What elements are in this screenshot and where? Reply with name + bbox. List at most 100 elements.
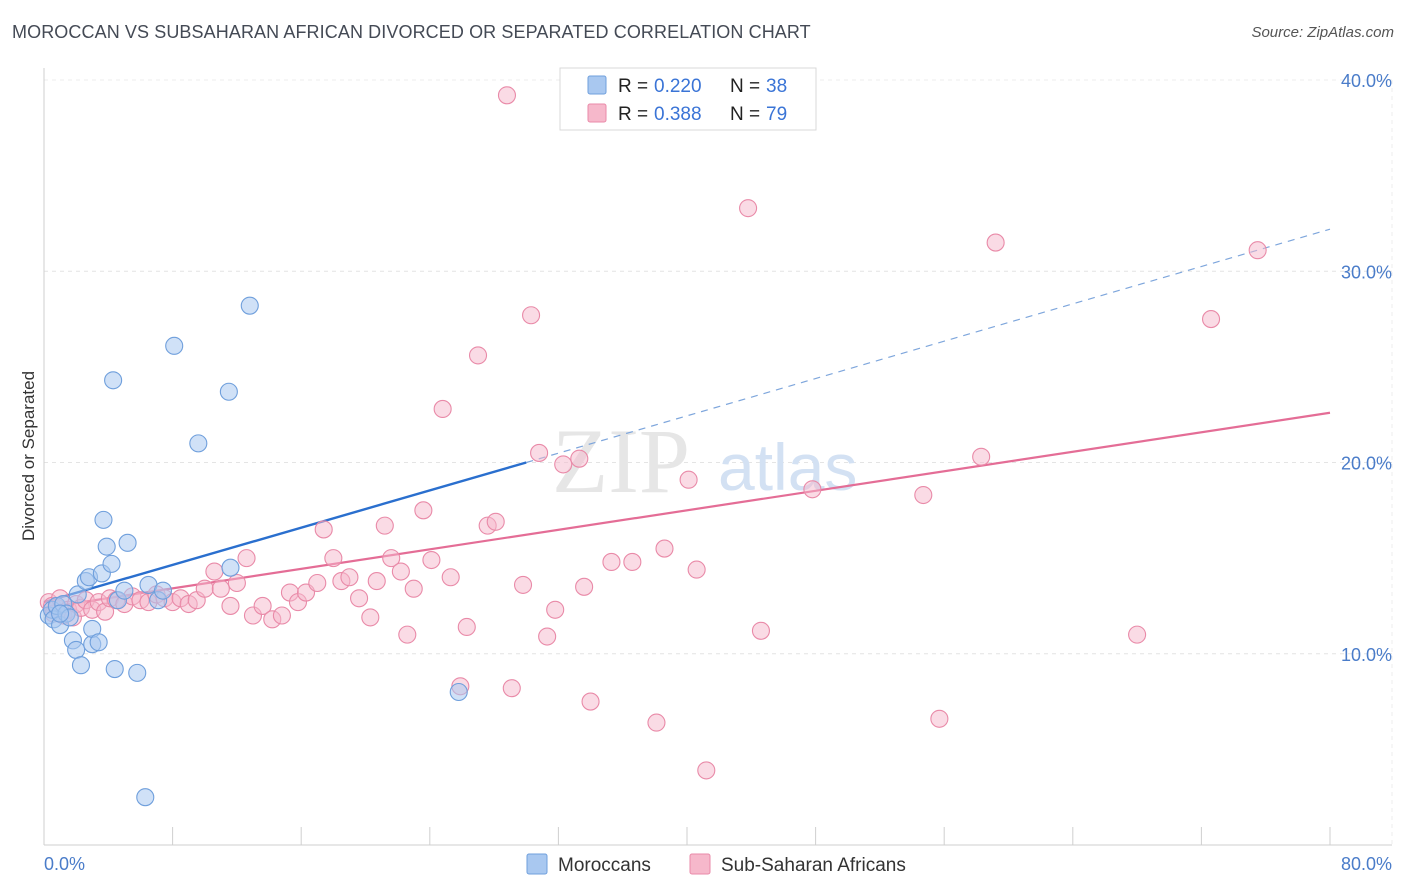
point-subsaharan-46 [367,572,386,591]
point-subsaharan-78 [697,761,716,780]
point-subsaharan-57 [457,617,476,637]
legend-n-value-moroccans: 38 [766,76,787,97]
point-subsaharan-26 [195,579,214,598]
point-subsaharan-84 [972,447,991,466]
point-subsaharan-69 [570,449,589,468]
point-moroccans-24 [115,581,134,600]
point-subsaharan-29 [221,596,240,615]
point-subsaharan-45 [361,608,380,627]
point-moroccans-27 [136,788,155,807]
point-subsaharan-58 [468,346,488,365]
legend-swatch-moroccans [587,75,607,95]
point-subsaharan-73 [623,552,642,572]
point-subsaharan-72 [602,552,621,572]
legend-r-label-moroccans: R = [618,76,648,97]
legend-r-label-subsaharan: R = [618,104,648,125]
point-moroccans-18 [94,510,113,529]
x-tick-labels: 0.0% 80.0% [44,854,1392,874]
point-subsaharan-41 [324,549,343,568]
series-legend-label-subsaharan: Sub-Saharan Africans [721,855,906,876]
point-subsaharan-50 [398,625,417,644]
point-subsaharan-77 [687,560,706,579]
point-subsaharan-40 [314,520,333,539]
point-subsaharan-28 [211,579,230,598]
point-subsaharan-48 [382,549,401,568]
point-subsaharan-80 [751,621,770,640]
point-subsaharan-88 [1248,241,1267,260]
legend-n-label-subsaharan: N = [730,104,760,125]
point-subsaharan-71 [581,692,600,711]
point-moroccans-9 [67,640,86,659]
stats-legend: R = 0.220 N = 38 R = 0.388 N = 79 [559,67,817,131]
point-moroccans-30 [153,581,173,600]
point-subsaharan-35 [272,606,291,625]
point-moroccans-10 [68,585,87,604]
point-subsaharan-47 [375,516,394,535]
point-subsaharan-54 [433,399,452,419]
point-moroccans-31 [165,336,184,355]
point-subsaharan-49 [391,562,410,581]
moroccan-points [39,296,468,807]
point-subsaharan-65 [530,443,549,462]
legend-r-value-moroccans: 0.220 [654,76,702,97]
point-subsaharan-75 [655,539,674,558]
point-moroccans-20 [102,554,121,573]
point-subsaharan-68 [554,455,573,474]
legend-n-label-moroccans: N = [730,76,760,97]
y-axis-label: Divorced or Separated [19,371,38,541]
y-tick-label-3: 40.0% [1341,71,1392,91]
point-subsaharan-82 [914,485,933,505]
series-legend-label-moroccans: Moroccans [558,855,651,876]
y-tick-label-1: 20.0% [1341,454,1392,474]
point-moroccans-19 [97,537,116,556]
point-subsaharan-55 [441,568,460,587]
point-subsaharan-33 [253,596,272,615]
trend-lines [43,228,1331,609]
point-subsaharan-31 [237,549,256,568]
point-subsaharan-44 [350,589,369,608]
trend-line-moroccans-extension [526,228,1331,464]
point-moroccans-37 [51,604,70,623]
point-moroccans-32 [189,434,208,453]
point-subsaharan-52 [414,501,433,520]
point-subsaharan-27 [205,562,224,581]
point-subsaharan-43 [340,568,359,587]
point-moroccans-36 [449,682,468,702]
point-subsaharan-85 [986,233,1005,252]
point-subsaharan-83 [930,709,949,728]
trend-line-subsaharan [43,411,1331,609]
trend-line-moroccans [43,461,527,604]
chart-title: MOROCCAN VS SUBSAHARAN AFRICAN DIVORCED … [12,22,811,42]
series-legend-swatch-subsaharan [689,853,711,875]
point-subsaharan-51 [404,579,423,598]
point-subsaharan-86 [1128,625,1147,644]
point-moroccans-16 [89,633,108,652]
point-subsaharan-70 [575,577,594,596]
point-moroccans-21 [104,371,123,390]
point-subsaharan-62 [502,679,521,698]
point-subsaharan-64 [522,306,541,325]
point-moroccans-11 [71,656,91,675]
point-subsaharan-87 [1201,310,1221,329]
point-subsaharan-63 [513,575,533,594]
point-subsaharan-30 [227,573,246,593]
y-tick-labels: 10.0% 20.0% 30.0% 40.0% [1341,71,1392,665]
point-subsaharan-61 [497,86,517,105]
x-tick-label-max: 80.0% [1341,854,1392,874]
point-subsaharan-60 [486,512,505,531]
point-moroccans-35 [240,296,259,315]
x-tick-label-min: 0.0% [44,854,85,874]
point-moroccans-22 [105,659,124,679]
y-tick-label-0: 10.0% [1341,645,1392,665]
point-subsaharan-79 [739,199,758,218]
point-moroccans-34 [221,558,240,577]
point-subsaharan-39 [308,573,327,593]
point-subsaharan-76 [679,470,698,489]
legend-r-value-subsaharan: 0.388 [654,104,702,125]
point-subsaharan-53 [422,550,441,570]
point-subsaharan-66 [538,627,557,646]
series-legend: Moroccans Sub-Saharan Africans [526,853,906,876]
point-subsaharan-74 [647,713,666,732]
y-tick-label-2: 30.0% [1341,262,1392,282]
